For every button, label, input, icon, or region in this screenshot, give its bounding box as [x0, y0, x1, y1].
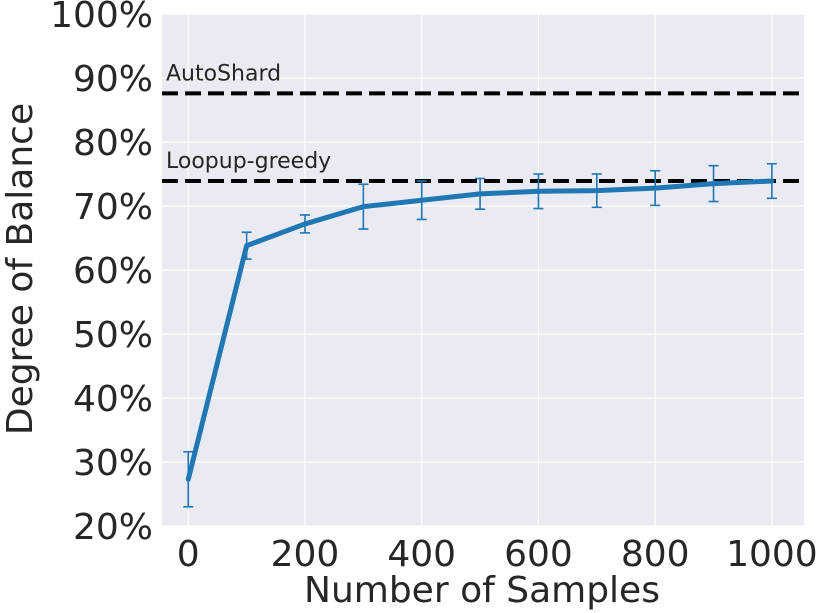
x-tick-label: 200: [271, 534, 340, 575]
x-tick-label: 1000: [726, 534, 818, 575]
y-tick-labels: 20% 30% 40% 50% 60% 70% 80% 90% 100%: [50, 0, 153, 548]
y-tick-label: 50%: [73, 315, 153, 356]
x-tick-label: 0: [177, 534, 200, 575]
reference-line-label: AutoShard: [166, 61, 281, 86]
y-tick-label: 100%: [50, 0, 153, 36]
x-tick-label: 800: [621, 534, 690, 575]
reference-line-label: Loopup-greedy: [166, 149, 331, 174]
grid: [162, 13, 804, 527]
x-tick-labels: 0 200 400 600 800 1000: [177, 534, 818, 575]
x-tick-label: 600: [504, 534, 573, 575]
y-tick-label: 20%: [73, 507, 153, 548]
y-tick-label: 30%: [73, 443, 153, 484]
y-tick-label: 80%: [73, 123, 153, 164]
y-tick-label: 40%: [73, 379, 153, 420]
series-line: [185, 178, 775, 482]
y-tick-label: 90%: [73, 59, 153, 100]
x-axis-label: Number of Samples: [304, 570, 660, 611]
y-tick-label: 60%: [73, 251, 153, 292]
series-lines: [185, 178, 775, 482]
x-tick-label: 400: [387, 534, 456, 575]
reference-lines: AutoShard Loopup-greedy: [162, 61, 804, 184]
y-axis-label: Degree of Balance: [0, 103, 41, 435]
y-tick-label: 70%: [73, 187, 153, 228]
